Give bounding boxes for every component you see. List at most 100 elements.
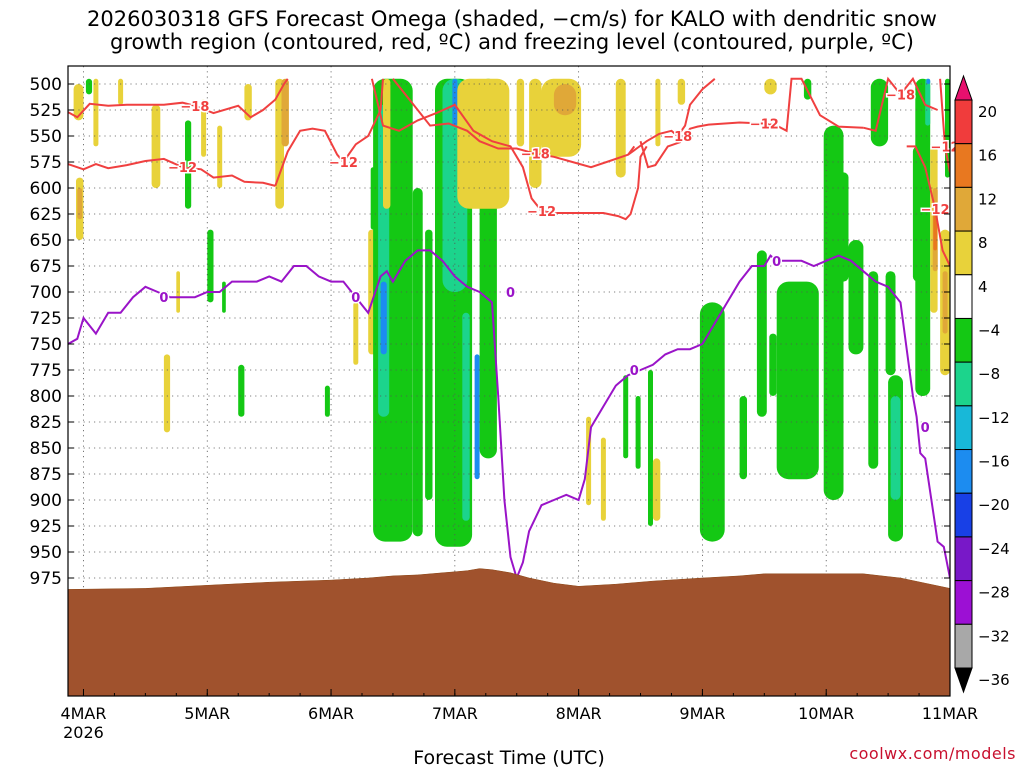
- title-line-1: 2026030318 GFS Forecast Omega (shaded, −…: [87, 7, 937, 31]
- y-tick-label: 725: [30, 309, 62, 329]
- colorbar-label: −20: [978, 496, 1010, 514]
- omega-region-weak_up: [769, 333, 777, 396]
- x-tick-label: 8MAR: [556, 704, 602, 723]
- omega-region-weak_down: [516, 78, 525, 147]
- omega-region-weak_down: [529, 78, 542, 188]
- colorbar-label: 12: [978, 190, 997, 208]
- omega-region-weak_up: [838, 172, 849, 282]
- omega-region-mod_up: [462, 312, 470, 521]
- omega-region-weak_up: [207, 229, 214, 303]
- omega-region-strong_up: [380, 281, 387, 355]
- omega-region-weak_down: [73, 84, 84, 121]
- y-tick-label: 925: [30, 517, 62, 537]
- omega-region-strong_up: [474, 354, 480, 480]
- dgz-contour-line: [392, 78, 636, 169]
- freezing-level-label: 0: [159, 291, 168, 306]
- omega-region-mod_down: [281, 78, 289, 147]
- colorbar-label: −36: [978, 671, 1010, 689]
- x-tick-label: 9MAR: [679, 704, 725, 723]
- colorbar-arrow-top: [954, 74, 973, 101]
- x-tick-label: 7MAR: [432, 704, 478, 723]
- omega-region-weak_up: [324, 385, 330, 417]
- y-tick-label: 850: [30, 439, 62, 459]
- dendritic-growth-contours: [68, 76, 950, 267]
- colorbar-label: −28: [978, 584, 1010, 602]
- omega-region-weak_up: [185, 120, 192, 209]
- omega-region-weak_down: [163, 354, 171, 433]
- colorbar-swatch: [954, 536, 973, 582]
- freezing-level-label: 0: [921, 421, 930, 436]
- dgz-contour-line: [939, 78, 950, 173]
- dgz-contour-label: −18: [521, 148, 550, 163]
- colorbar-label: −16: [978, 453, 1010, 471]
- omega-region-weak_up: [699, 302, 725, 542]
- omega-region-weak_up: [635, 396, 641, 469]
- omega-region-mod_down: [553, 84, 577, 116]
- y-tick-label: 700: [30, 283, 62, 303]
- dgz-contour-line: [627, 78, 716, 156]
- omega-region-mod_up: [925, 78, 931, 126]
- omega-region-weak_down: [677, 78, 686, 105]
- colorbar-label: −4: [978, 321, 1000, 339]
- omega-region-strong_up: [926, 78, 931, 84]
- chart-title: 2026030318 GFS Forecast Omega (shaded, −…: [0, 8, 1024, 54]
- y-tick-label: 525: [30, 101, 62, 121]
- dgz-contour-label: −12: [168, 161, 197, 176]
- freezing-level-contour: [68, 249, 950, 582]
- y-tick-label: 875: [30, 465, 62, 485]
- colorbar-swatch: [954, 230, 973, 276]
- y-tick-label: 800: [30, 387, 62, 407]
- colorbar-label: 20: [978, 103, 997, 121]
- colorbar-label: −24: [978, 540, 1010, 558]
- x-tick-label: 4MAR: [60, 704, 106, 723]
- omega-shading: [73, 78, 950, 547]
- dgz-contour-line: [906, 145, 950, 267]
- dgz-contour-label: −12: [527, 205, 556, 220]
- title-line-2: growth region (contoured, red, ºC) and f…: [110, 30, 914, 54]
- y-tick-label: 775: [30, 361, 62, 381]
- x-tick-label: 10MAR: [798, 704, 854, 723]
- omega-region-weak_down: [655, 78, 661, 147]
- omega-region-weak_down: [217, 125, 223, 188]
- colorbar: 20 16 12 8 4 −4 −8 −12 −16 −20 −24 −28 −32 −36: [954, 74, 1010, 694]
- dgz-contour-line: [639, 77, 864, 169]
- x-tick-label: 5MAR: [184, 704, 230, 723]
- x-axis-label: Forecast Time (UTC): [413, 747, 604, 768]
- omega-region-weak_up: [412, 188, 423, 537]
- omega-region-weak_up: [425, 229, 433, 500]
- colorbar-label: 16: [978, 147, 997, 165]
- colorbar-swatch: [954, 274, 973, 319]
- y-tick-label: 650: [30, 231, 62, 251]
- y-axis: 500 525 550 575 600 625 650 675 700 725 750 775 800 8…: [30, 75, 950, 589]
- x-tick-sublabel: 2026: [63, 723, 104, 742]
- colorbar-swatch: [954, 361, 973, 407]
- omega-region-weak_up: [823, 125, 844, 500]
- colorbar-label: −12: [978, 409, 1010, 427]
- omega-region-weak_up: [238, 364, 245, 417]
- plot-frame: [67, 65, 951, 697]
- x-tick-label: 6MAR: [308, 704, 354, 723]
- omega-region-weak_up: [868, 271, 879, 469]
- dgz-contour-label: −18: [180, 100, 209, 115]
- omega-region-weak_down: [151, 104, 161, 188]
- terrain-fill: [68, 568, 950, 696]
- dgz-contour-label: −12: [329, 156, 358, 171]
- y-tick-label: 550: [30, 127, 62, 147]
- colorbar-label: −8: [978, 365, 1000, 383]
- omega-region-weak_down: [457, 78, 510, 209]
- colorbar-swatch: [954, 99, 973, 145]
- colorbar-label: 8: [978, 234, 988, 252]
- y-tick-label: 825: [30, 413, 62, 433]
- colorbar-swatch: [954, 317, 973, 363]
- y-tick-label: 500: [30, 75, 62, 95]
- omega-region-strong_up: [452, 78, 458, 126]
- colorbar-swatch: [954, 580, 973, 625]
- dgz-contour-label: −12: [921, 203, 950, 218]
- freezing-level-label: 0: [630, 364, 639, 379]
- omega-region-weak_down: [383, 78, 391, 209]
- dgz-contour-line: [68, 78, 289, 119]
- dgz-contour-line: [274, 78, 384, 187]
- y-tick-label: 975: [30, 569, 62, 589]
- colorbar-swatch: [954, 186, 973, 232]
